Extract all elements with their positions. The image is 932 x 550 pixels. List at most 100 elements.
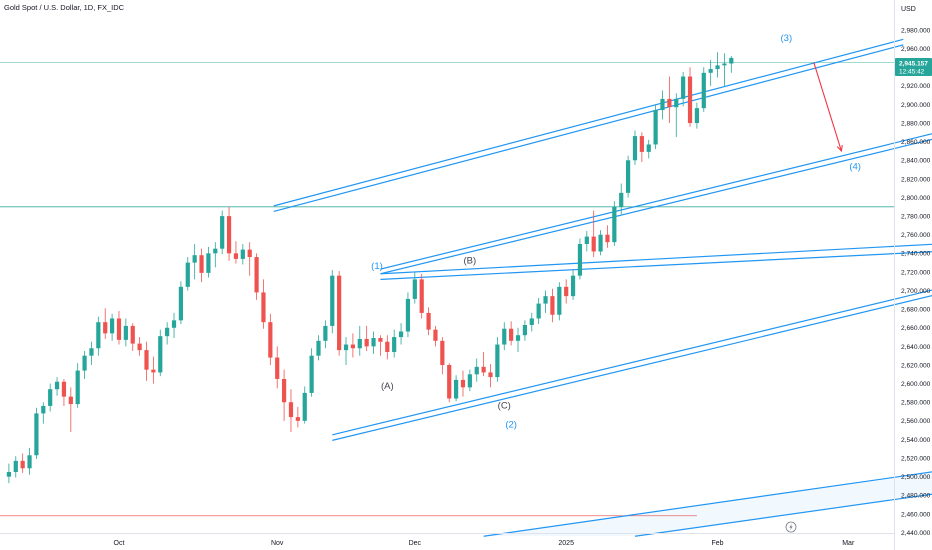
candle[interactable] [419,273,424,319]
candle[interactable] [309,348,314,397]
candle[interactable] [536,298,541,325]
candle[interactable] [323,320,328,349]
candle[interactable] [460,370,466,397]
candle[interactable] [701,67,706,112]
candle[interactable] [220,210,225,255]
trend-line[interactable] [483,471,932,537]
candle[interactable] [364,325,369,352]
candle[interactable] [185,257,190,291]
candle[interactable] [433,325,438,347]
candle[interactable] [378,335,383,356]
candle[interactable] [612,201,617,246]
candle[interactable] [543,290,548,313]
candle[interactable] [137,337,142,356]
candle[interactable] [337,271,342,356]
candle[interactable] [570,270,576,300]
candle[interactable] [591,210,596,258]
candle[interactable] [729,56,734,73]
candle[interactable] [13,456,18,478]
trend-line[interactable] [273,38,904,207]
candle[interactable] [660,90,665,120]
candle[interactable] [405,292,411,338]
candle[interactable] [295,406,300,428]
candle[interactable] [254,253,259,300]
candle[interactable] [75,363,80,408]
candle[interactable] [708,59,713,86]
candle[interactable] [646,139,651,159]
candle[interactable] [626,155,631,198]
candle[interactable] [515,327,521,352]
candle[interactable] [529,312,534,332]
candle[interactable] [639,132,644,163]
candle[interactable] [412,271,417,304]
candle[interactable] [151,356,156,384]
trend-line[interactable] [332,294,932,441]
candle[interactable] [27,447,32,475]
candle[interactable] [158,329,163,377]
candle[interactable] [6,463,11,484]
candle[interactable] [247,242,252,276]
candle[interactable] [82,351,87,379]
projection-arrow-line[interactable] [813,62,842,152]
candle[interactable] [653,104,658,150]
candle[interactable] [116,311,122,345]
candle[interactable] [268,313,273,365]
candle[interactable] [392,329,397,358]
candle[interactable] [550,288,555,323]
candle[interactable] [68,387,73,432]
candle[interactable] [398,323,404,345]
candle[interactable] [385,335,390,360]
trend-line[interactable] [380,132,932,270]
candle[interactable] [89,341,94,365]
candle[interactable] [233,241,239,264]
candle[interactable] [509,321,514,346]
candle[interactable] [48,383,53,412]
candle[interactable] [357,325,362,356]
candle[interactable] [522,320,527,341]
candle[interactable] [454,375,459,402]
candle[interactable] [54,377,60,396]
lightning-icon[interactable] [785,521,797,533]
candle[interactable] [171,312,177,339]
trend-line[interactable] [380,243,932,275]
candle[interactable] [605,225,610,248]
candle[interactable] [481,351,486,377]
candle[interactable] [495,337,500,382]
trend-line[interactable] [634,493,932,537]
trend-line[interactable] [273,44,904,213]
candle[interactable] [598,230,603,256]
candle[interactable] [474,358,479,382]
candle[interactable] [96,316,101,356]
candle[interactable] [206,246,211,278]
candle[interactable] [61,378,67,406]
candle[interactable] [130,323,135,352]
candle[interactable] [34,407,39,459]
candle[interactable] [467,369,472,392]
candle[interactable] [20,453,25,473]
candle[interactable] [674,93,679,138]
candle[interactable] [103,308,108,339]
candle[interactable] [440,337,445,375]
candle[interactable] [110,313,115,341]
candle[interactable] [144,341,149,381]
candle[interactable] [282,369,287,421]
candle[interactable] [165,322,170,345]
candle[interactable] [199,248,204,283]
candle[interactable] [564,279,569,304]
candle[interactable] [123,318,128,347]
candle[interactable] [722,53,727,86]
candle[interactable] [240,244,245,265]
candle[interactable] [316,335,321,361]
price-axis[interactable]: 2,440.000 2,460.000 2,480.000 2,500.000 2,52… [901,27,931,537]
trend-line[interactable] [380,251,932,280]
candle[interactable] [619,183,624,215]
candle[interactable] [715,52,720,78]
candle[interactable] [447,363,452,403]
candle[interactable] [275,346,280,389]
trend-line[interactable] [332,289,932,436]
candle[interactable] [178,281,183,325]
time-axis[interactable]: Oct Nov Dec 2025 Feb Mar [114,540,855,547]
candle[interactable] [577,238,583,280]
candle[interactable] [694,102,699,129]
